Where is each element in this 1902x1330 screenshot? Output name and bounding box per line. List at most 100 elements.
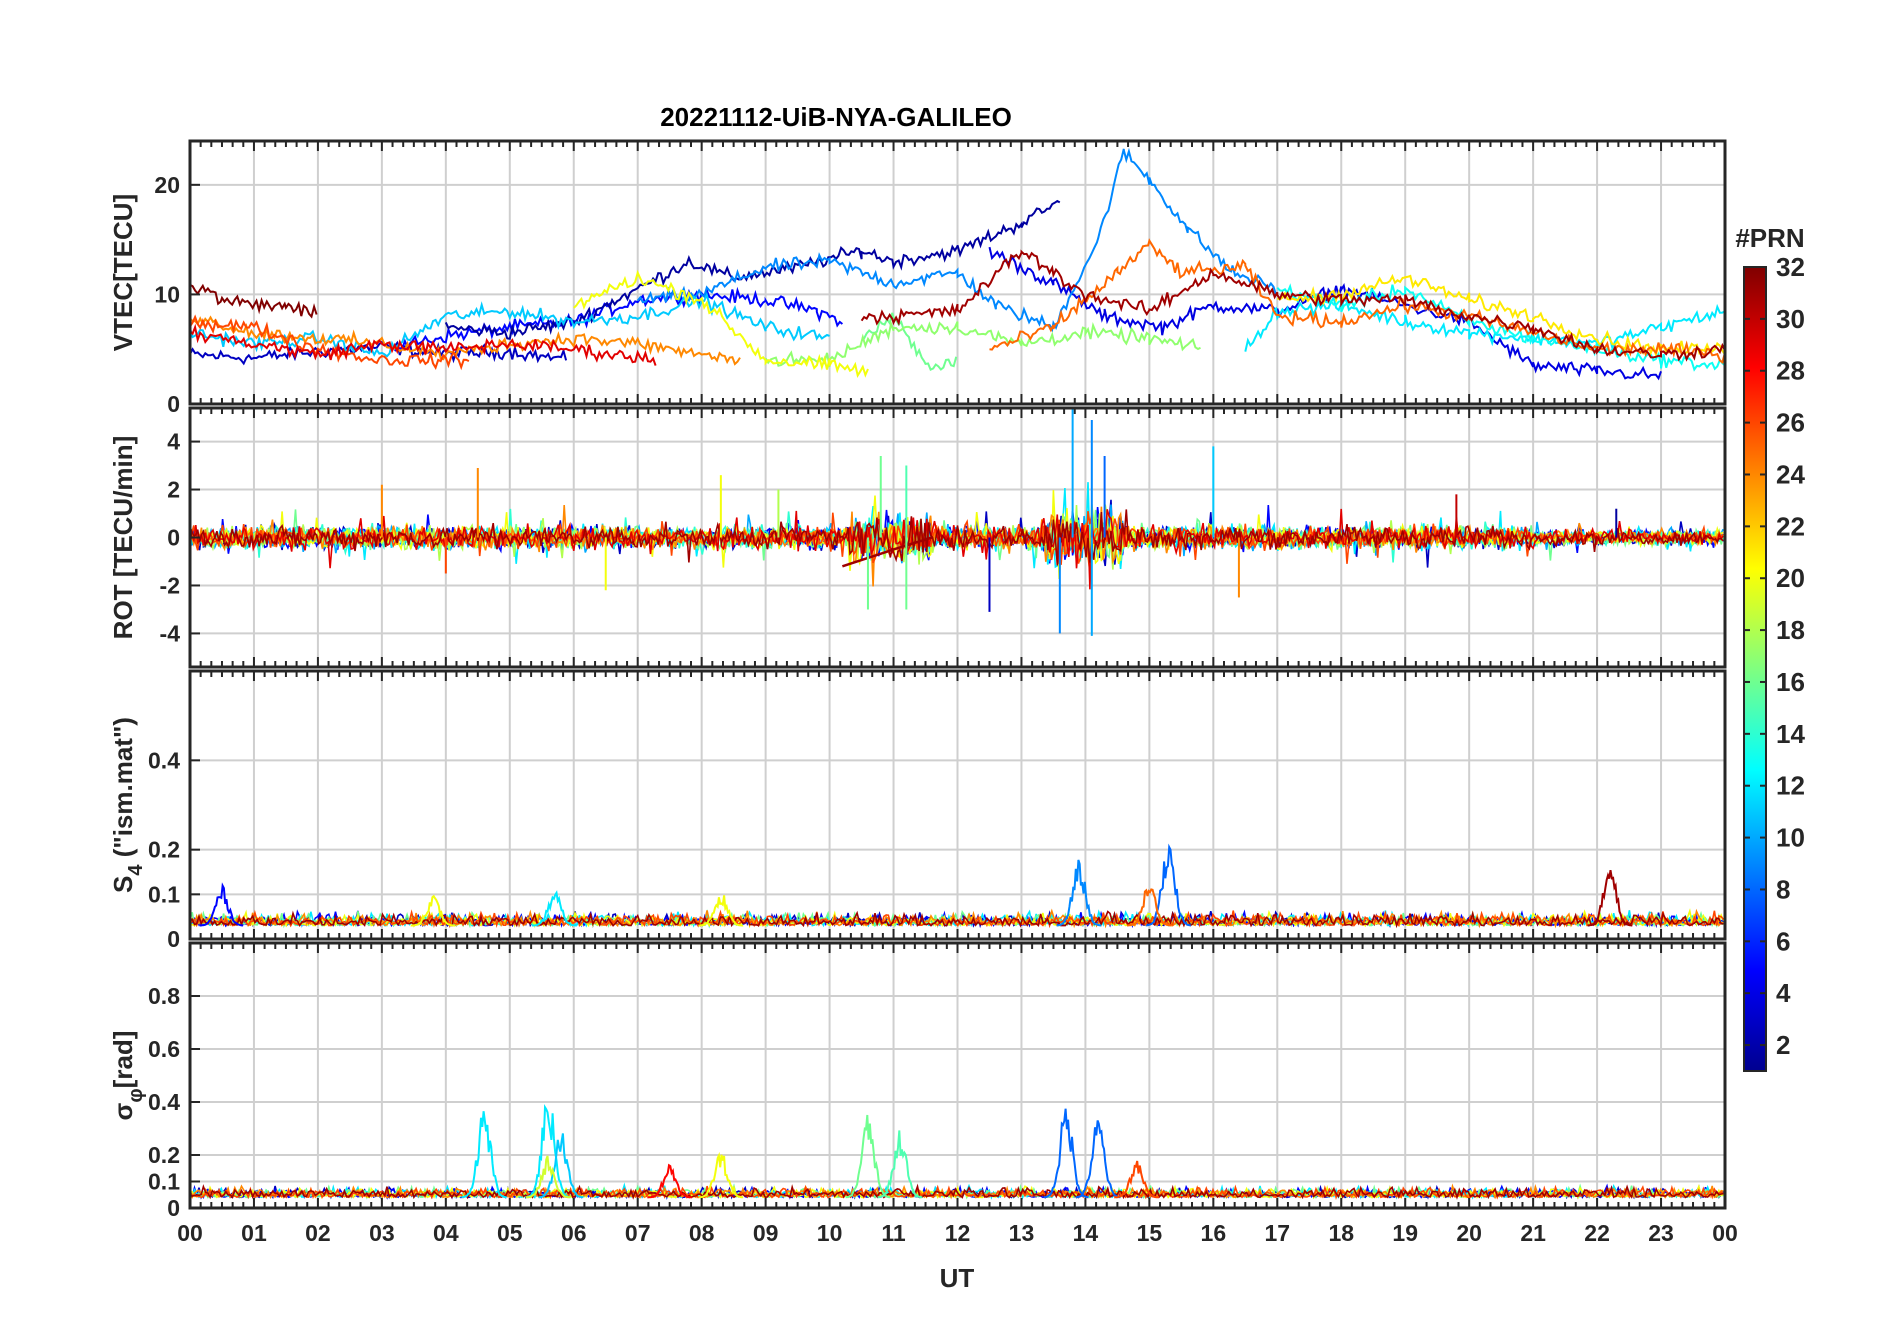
x-tick-label: 07 [625, 1220, 651, 1246]
peak-4 [698, 1151, 744, 1199]
colorbar-tick-label: 10 [1776, 823, 1805, 853]
y-tick-label: 20 [154, 172, 180, 198]
series-group [190, 1104, 1725, 1200]
x-tick-label: 03 [369, 1220, 395, 1246]
x-tick-label: 22 [1584, 1220, 1610, 1246]
y-tick-label: -2 [160, 572, 180, 598]
series-group [190, 843, 1725, 929]
x-tick-label: 16 [1201, 1220, 1227, 1246]
y-tick-label: 2 [167, 477, 180, 503]
colorbar-tick-label: 22 [1776, 511, 1805, 541]
panel-rot: -4 -2 0 2 4 ROT [TECU/min] [108, 406, 1727, 669]
colorbar-tick-label: 24 [1776, 459, 1805, 489]
colorbar-tick-label: 30 [1776, 304, 1805, 334]
y-label-sub: φ [125, 1088, 147, 1102]
series-prn-2 [444, 199, 1061, 340]
series-prn-12 [1244, 295, 1725, 352]
figure-title: 20221112-UiB-NYA-GALILEO [660, 102, 1012, 132]
y-tick-label: 10 [154, 281, 180, 307]
series-prn-31 [190, 910, 1724, 929]
x-ticks [189, 943, 1726, 1208]
grid [189, 943, 1726, 1209]
y-tick-label: 0 [167, 525, 180, 551]
colorbar-tick-label: 12 [1776, 771, 1805, 801]
peak-0 [199, 882, 244, 927]
panel-vtec: 0 10 20 VTEC[TECU] [108, 139, 1727, 417]
series-prn-16 [861, 312, 958, 371]
colorbar-tick-label: 14 [1776, 719, 1805, 749]
x-tick-label: 10 [817, 1220, 843, 1246]
series-prn-9 [636, 147, 1277, 333]
peak-9 [1114, 1160, 1159, 1199]
series-prn-31 [860, 249, 1725, 362]
peak-8 [1075, 1120, 1121, 1199]
peak-1 [525, 1104, 571, 1199]
y-tick-label: 0.2 [148, 1142, 180, 1168]
x-tick-label: 01 [241, 1220, 267, 1246]
y-tick-label: 0.4 [148, 747, 180, 773]
panel-sigma_phi: 00.10.20.40.60.8σφ[rad]00 01 02 03 04 05 06 07 0… [108, 941, 1738, 1246]
x-tick-label: 18 [1328, 1220, 1354, 1246]
y-tick-label: 0 [167, 926, 180, 952]
colorbar-tick-label: 32 [1776, 252, 1805, 282]
peak-1 [410, 894, 456, 927]
colorbar-tick-label: 8 [1776, 874, 1790, 904]
x-tick-label: 23 [1648, 1220, 1674, 1246]
peak-4 [1056, 859, 1102, 927]
colorbar-tick-label: 4 [1776, 978, 1791, 1008]
colorbar-tick-label: 16 [1776, 667, 1805, 697]
y-tick-label: 0.1 [148, 881, 180, 907]
x-axis-label: UT [940, 1263, 975, 1293]
series-prn-4 [988, 246, 1662, 381]
colorbar-tick-label: 2 [1776, 1030, 1790, 1060]
x-tick-label: 09 [753, 1220, 779, 1246]
series-prn-31 [190, 509, 1724, 566]
series-prn-29 [190, 323, 657, 366]
y-tick-label: -4 [160, 620, 181, 646]
y-tick-label: 0 [167, 391, 180, 417]
colorbar-tick-label: 28 [1776, 356, 1805, 386]
colorbar-tick-label: 18 [1776, 615, 1805, 645]
y-tick-label: 4 [167, 429, 180, 455]
x-tick-label: 19 [1392, 1220, 1418, 1246]
peak-2 [538, 1133, 584, 1199]
y-tick-label: 0.8 [148, 983, 180, 1009]
peak-3 [698, 895, 744, 927]
peak-10 [647, 1163, 693, 1199]
y-axis-label-rot: ROT [TECU/min] [108, 436, 138, 640]
x-tick-label: 17 [1264, 1220, 1290, 1246]
peak-0 [461, 1111, 507, 1199]
peak-7 [1043, 1108, 1089, 1199]
y-label-rest: ("ism.mat") [108, 717, 138, 864]
peak-3 [525, 1155, 571, 1199]
colorbar-gradient [1743, 266, 1767, 1072]
peak-6 [1126, 888, 1172, 927]
x-tick-label: 15 [1137, 1220, 1163, 1246]
y-tick-label: 0.2 [148, 837, 180, 863]
series-prn-31 [190, 1183, 1724, 1200]
peak-5 [845, 1114, 891, 1199]
series-prn-20 [573, 269, 869, 378]
y-label-rest: [rad] [108, 1031, 138, 1089]
y-axis-label-s4: S4 ("ism.mat") [108, 717, 147, 893]
colorbar-tick-label: 6 [1776, 926, 1790, 956]
series-group [190, 408, 1724, 636]
x-tick-label: 02 [305, 1220, 331, 1246]
peak-5 [1146, 843, 1192, 927]
y-tick-label: 0.6 [148, 1036, 180, 1062]
x-tick-label: 04 [433, 1220, 459, 1246]
colorbar-tick-label: 20 [1776, 563, 1805, 593]
y-axis-label-vtec: VTEC[TECU] [108, 194, 138, 351]
x-tick-label: 21 [1520, 1220, 1546, 1246]
peak-7 [1587, 870, 1633, 927]
x-tick-label: 11 [881, 1220, 906, 1246]
panel-s4: 0 0.1 0.2 0.4S4 ("ism.mat") [108, 669, 1727, 952]
grid [189, 671, 1726, 940]
series-prn-17 [764, 319, 1201, 367]
x-tick-label: 20 [1456, 1220, 1482, 1246]
colorbar-tick-label: 26 [1776, 408, 1805, 438]
x-tick-label: 12 [945, 1220, 971, 1246]
